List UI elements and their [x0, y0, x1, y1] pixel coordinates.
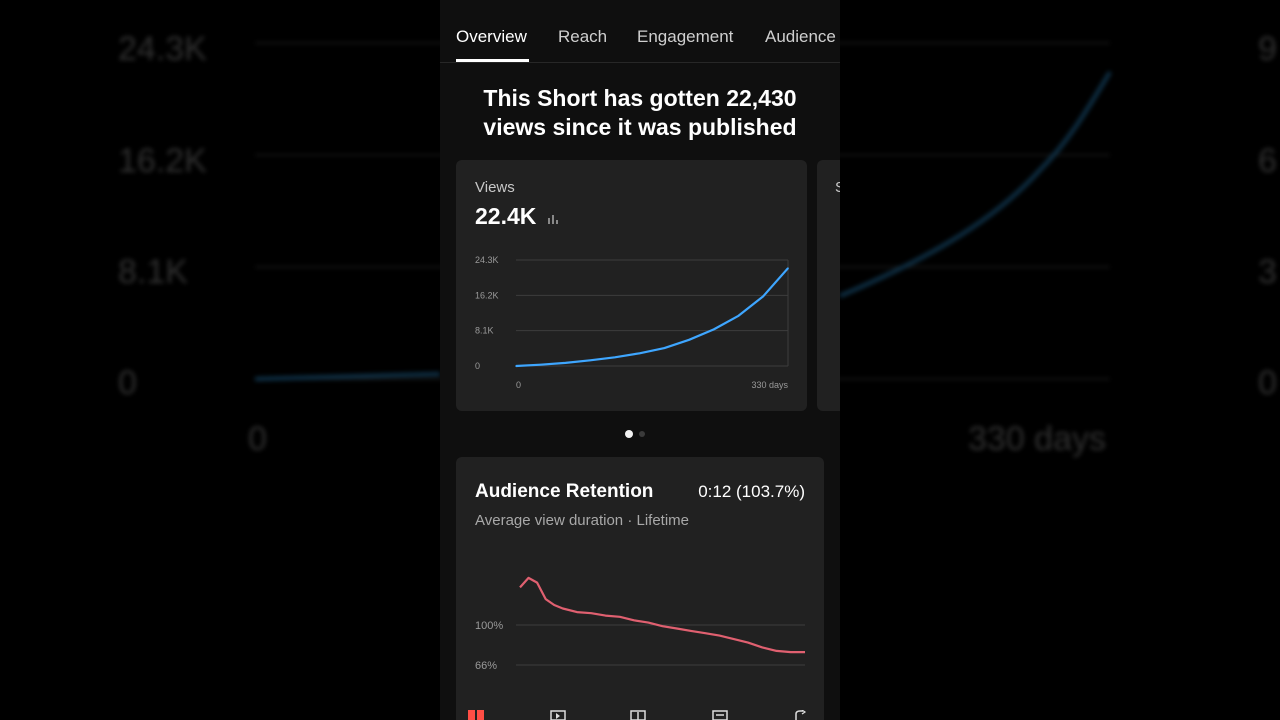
views-line-series — [515, 267, 789, 368]
bg-y-label: 0 — [118, 364, 137, 402]
views-data-point — [713, 328, 715, 331]
phone-screen: Overview Reach Engagement Audience This … — [440, 0, 840, 720]
views-data-point — [589, 359, 591, 362]
carousel-dot-active[interactable] — [625, 430, 633, 438]
bg-y-label: 8.1K — [118, 253, 188, 291]
views-x-tick-label: 330 days — [751, 380, 788, 390]
views-label: Views — [475, 179, 515, 196]
views-y-tick-label: 16.2K — [475, 290, 499, 300]
bottom-navigation — [440, 704, 840, 720]
retention-subtitle: Average view duration · Lifetime — [475, 512, 689, 529]
views-value: 22.4K — [475, 203, 537, 229]
realtime-info-icon — [548, 215, 558, 224]
analytics-icon[interactable] — [630, 710, 646, 720]
bg-x-label: 330 days — [968, 420, 1106, 458]
views-data-point — [737, 315, 740, 317]
more-icon[interactable] — [792, 710, 808, 720]
views-data-point — [787, 267, 789, 269]
views-card[interactable]: Views 22.4K 24.3K 16.2K 8.1K 0 0 330 days — [456, 160, 807, 411]
bg-y-label: 24.3K — [118, 30, 207, 68]
views-y-tick-label: 24.3K — [475, 255, 499, 265]
content-icon[interactable] — [550, 710, 566, 720]
views-data-point — [614, 356, 616, 359]
views-chart: 24.3K 16.2K 8.1K 0 0 330 days — [475, 255, 789, 390]
next-metric-card[interactable]: S — [817, 160, 840, 411]
headline-line-2: views since it was published — [483, 114, 797, 140]
page-headline: This Short has gotten 22,430 views since… — [440, 84, 840, 142]
bg-y-label: 16.2K — [118, 142, 207, 180]
views-data-point — [762, 295, 765, 298]
tab-engagement[interactable]: Engagement — [637, 27, 734, 46]
tab-audience[interactable]: Audience — [765, 27, 836, 46]
retention-y-tick-label: 100% — [475, 620, 503, 632]
active-tab-indicator — [456, 59, 529, 62]
views-data-point — [688, 339, 690, 341]
tab-reach[interactable]: Reach — [558, 27, 608, 46]
tab-overview[interactable]: Overview — [456, 27, 527, 46]
bg-x-label: 0 — [248, 420, 267, 458]
bg-right-label: 0 — [1258, 364, 1277, 402]
dashboard-icon[interactable] — [468, 710, 484, 720]
views-y-tick-label: 0 — [475, 361, 480, 371]
retention-y-tick-label: 66% — [475, 660, 497, 672]
bg-right-label: 3 — [1258, 253, 1277, 291]
audience-retention-card[interactable]: Audience Retention 0:12 (103.7%) Average… — [456, 457, 824, 720]
analytics-tab-bar: Overview Reach Engagement Audience — [440, 0, 840, 63]
comments-icon[interactable] — [712, 710, 728, 720]
bg-right-label: 6 — [1258, 142, 1277, 180]
retention-chart: 100% 66% — [475, 576, 805, 672]
bg-right-label: 9 — [1258, 30, 1277, 68]
next-card-label: S — [835, 179, 840, 196]
views-data-point — [539, 363, 542, 366]
carousel-dot[interactable] — [639, 431, 645, 437]
views-data-point — [663, 347, 666, 349]
retention-value: 0:12 (103.7%) — [698, 482, 805, 501]
views-data-point — [515, 365, 517, 367]
headline-line-1: This Short has gotten 22,430 — [483, 85, 797, 111]
views-y-tick-label: 8.1K — [475, 326, 494, 336]
views-data-point — [638, 352, 641, 355]
views-data-point — [564, 362, 567, 364]
views-x-tick-label: 0 — [516, 380, 521, 390]
retention-line-series — [519, 576, 805, 654]
retention-title: Audience Retention — [475, 481, 654, 502]
